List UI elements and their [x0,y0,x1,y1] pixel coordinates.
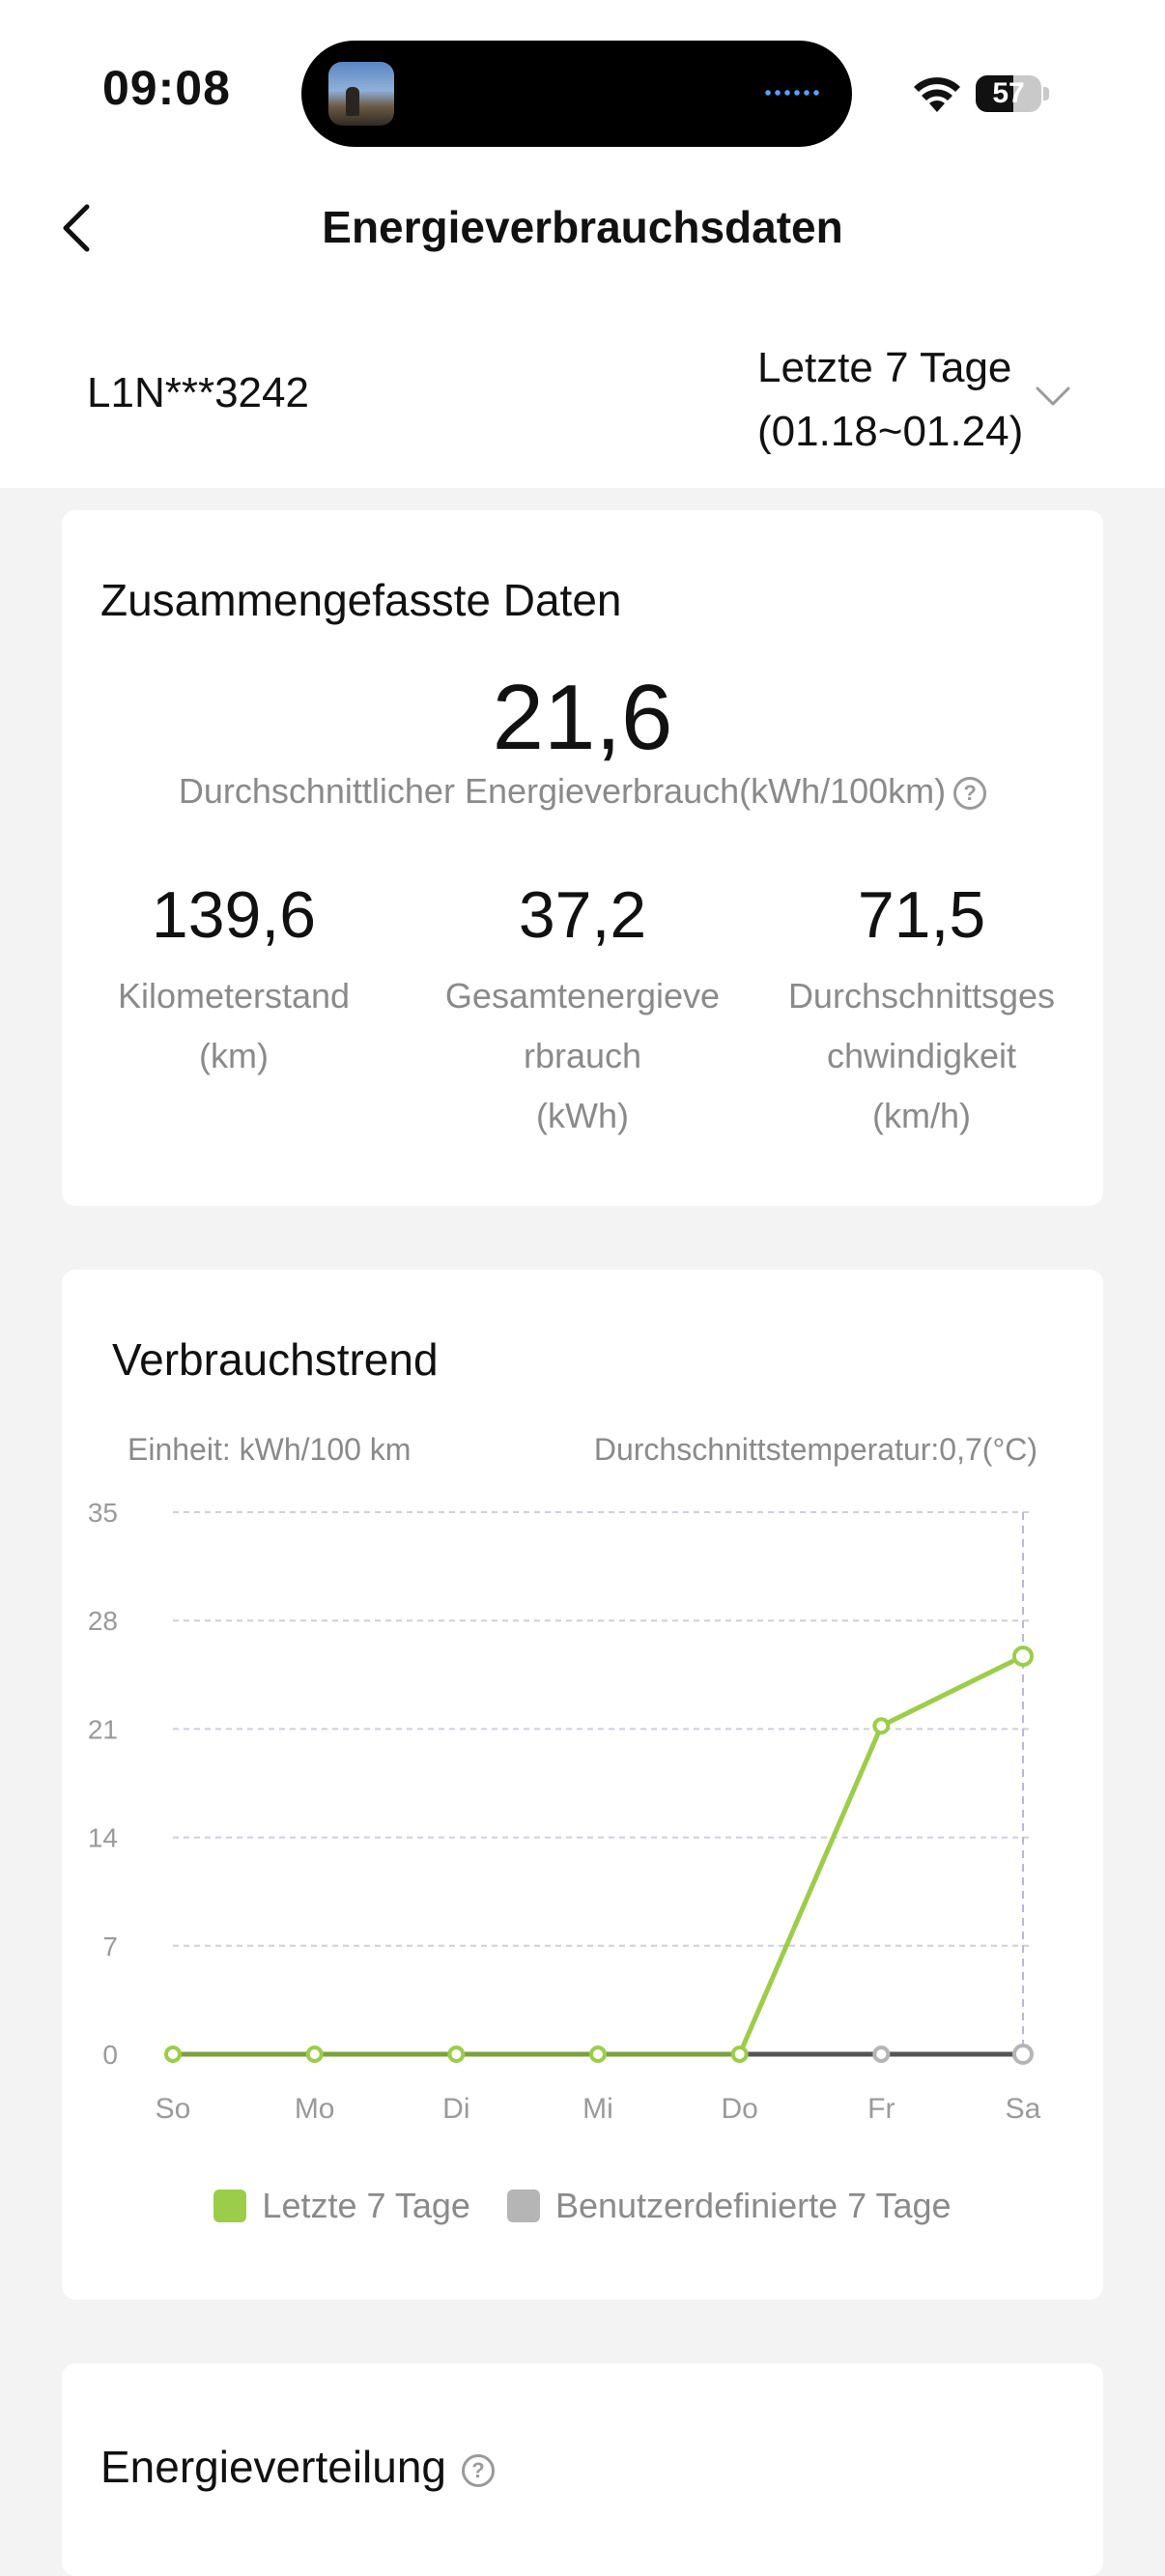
stat-mileage: 139,6 Kilometerstand (km) [70,877,398,1086]
stat-label: Gesamtenergieve [444,976,721,1016]
stat-label: (km) [199,1036,269,1075]
filter-row: L1N***3242 Letzte 7 Tage (01.18~01.24) [0,290,1165,488]
audio-activity-icon [763,89,823,97]
chart-unit-label: Einheit: kWh/100 km [128,1432,412,1467]
stat-total-energy: 37,2 Gesamtenergieve rbrauch (kWh) [418,877,747,1146]
x-tick-label: Do [721,2093,757,2125]
summary-card: Zusammengefasste Daten 21,6 Durchschnitt… [62,510,1103,1206]
x-tick-label: Mo [295,2093,335,2125]
y-tick-label: 21 [88,1714,118,1744]
data-point [1012,1646,1034,1668]
series-line [173,1653,1025,2057]
help-icon[interactable]: ? [953,777,987,811]
dynamic-island[interactable] [301,41,852,147]
stat-avg-speed: 71,5 Durchschnittsges chwindigkeit (km/h… [757,877,1086,1146]
data-point [164,2046,182,2063]
data-point [730,2046,749,2063]
date-range-selector[interactable]: Letzte 7 Tage (01.18~01.24) [757,336,1023,464]
legend-item-last-7-days[interactable]: Letzte 7 Tage [213,2186,470,2226]
stat-label: chwindigkeit [826,1036,1017,1075]
legend-swatch [213,2190,247,2222]
status-bar: 09:08 57 [0,0,1165,164]
chart-legend: Letzte 7 Tage Benutzerdefinierte 7 Tage [62,2186,1103,2226]
y-tick-label: 7 [102,1932,118,1961]
help-icon[interactable]: ? [462,2453,496,2487]
stat-label: (km/h) [872,1096,971,1135]
consumption-chart[interactable]: 0 7 14 21 28 35 So Mo Di Mi Do Fr Sa [62,1270,1103,2300]
distribution-card: Energieverteilung? [62,2363,1103,2576]
data-point [872,2046,891,2063]
stat-label: rbrauch [523,1036,642,1075]
data-point [305,2046,324,2063]
x-tick-label: Sa [1006,2093,1041,2125]
x-tick-label: So [156,2093,191,2125]
date-range-label: Letzte 7 Tage [757,344,1012,391]
stat-value: 71,5 [857,878,986,952]
legend-swatch [506,2190,540,2222]
x-tick-label: Fr [867,2093,895,2125]
trend-card: Verbrauchstrend Einheit: kWh/100 km Durc… [62,1270,1103,2300]
stat-value: 139,6 [151,878,317,952]
vehicle-selector[interactable]: L1N***3242 [87,369,309,416]
data-point [447,2046,466,2063]
data-point [872,1717,891,1735]
battery-icon: 57 [976,75,1049,112]
avg-consumption-value: 21,6 [492,666,673,769]
media-thumbnail[interactable] [328,62,394,126]
data-point [1012,2044,1034,2065]
trend-title: Verbrauchstrend [112,1334,439,1385]
stat-label: Durchschnittsges [787,976,1056,1016]
legend-item-custom-7-days[interactable]: Benutzerdefinierte 7 Tage [506,2186,952,2226]
chart-temperature-label: Durchschnittstemperatur:0,7(°C) [593,1432,1037,1467]
back-arrow-icon[interactable] [56,199,104,257]
stat-label: Kilometerstand [117,976,351,1016]
nav-bar: Energieverbrauchsdaten [0,164,1165,290]
x-tick-label: Mi [582,2093,613,2125]
stat-label: (kWh) [536,1096,629,1135]
wifi-icon [914,77,960,112]
status-time: 09:08 [102,61,231,115]
y-tick-label: 14 [88,1823,118,1853]
y-tick-label: 0 [102,2040,118,2070]
page-title: Energieverbrauchsdaten [322,202,843,252]
chevron-down-icon[interactable] [1034,383,1072,410]
distribution-title: Energieverteilung? [100,2441,496,2493]
y-tick-label: 35 [88,1498,118,1528]
data-point [589,2046,607,2063]
date-range-dates: (01.18~01.24) [757,408,1024,455]
summary-title: Zusammengefasste Daten [100,575,622,625]
avg-consumption-label: Durchschnittlicher Energieverbrauch(kWh/… [62,771,1103,812]
x-tick-label: Di [442,2093,469,2125]
y-tick-label: 28 [88,1606,118,1636]
stat-value: 37,2 [518,878,647,952]
